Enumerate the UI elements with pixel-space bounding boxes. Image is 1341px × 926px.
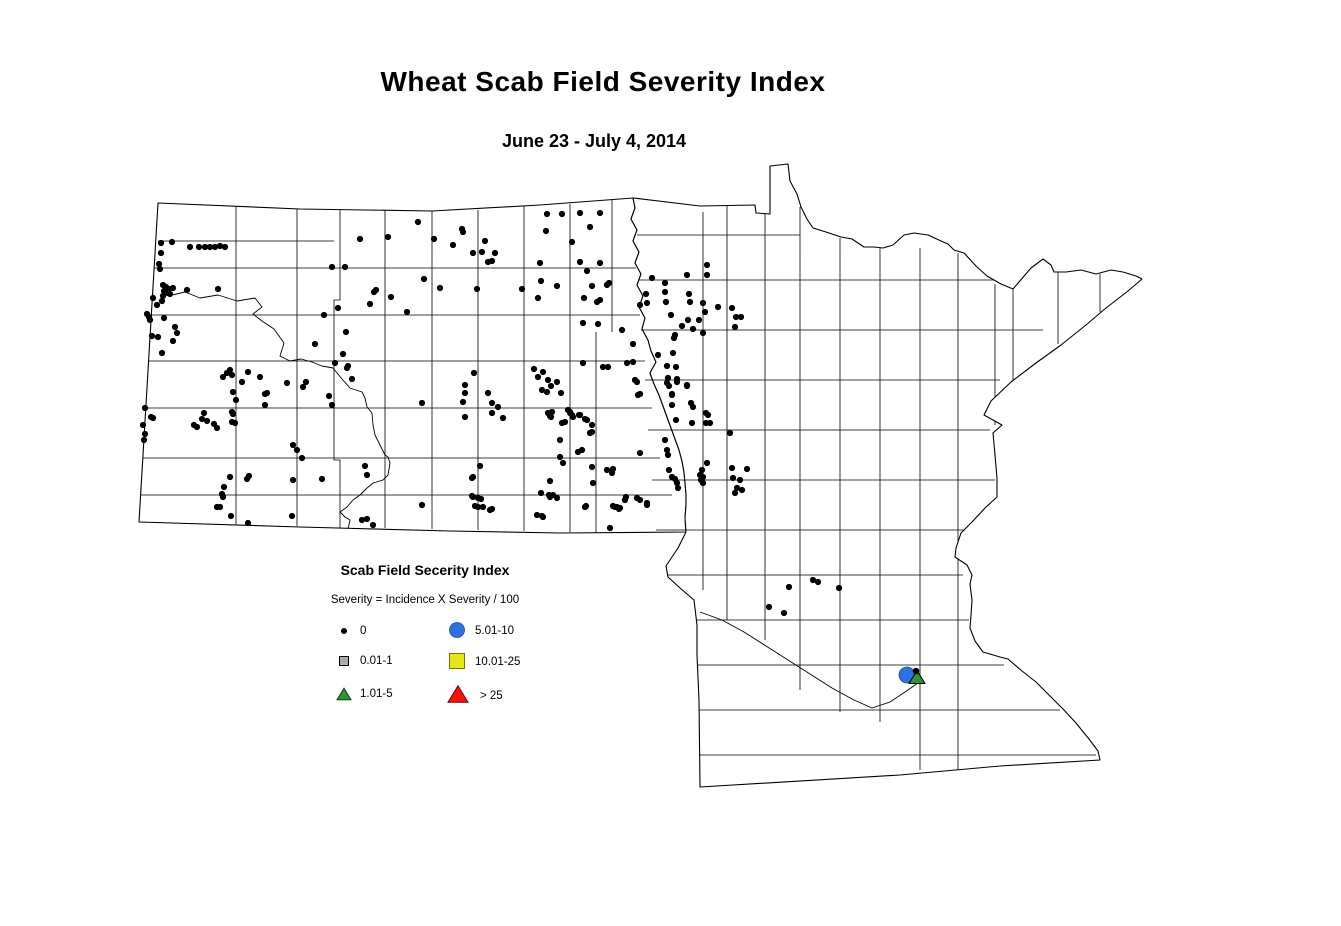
minnesota-river <box>699 611 919 709</box>
legend-formula: Severity = Incidence X Severity / 100 <box>330 594 520 606</box>
zero-dot-icon <box>341 628 347 634</box>
severity-markers <box>898 666 926 685</box>
legend-label: 0 <box>360 625 367 637</box>
blue-circle-icon <box>449 622 465 638</box>
legend-label: 10.01-25 <box>475 656 521 668</box>
county-boundaries <box>140 199 1101 775</box>
legend-label: 5.01-10 <box>475 625 515 637</box>
minnesota-outline <box>630 163 1143 788</box>
gray-square-icon <box>339 656 349 666</box>
legend-label: > 25 <box>480 690 503 702</box>
date-range-subtitle: June 23 - July 4, 2014 <box>501 131 687 151</box>
legend-title: Scab Field Secerity Index <box>340 562 510 578</box>
zero-severity-dots <box>139 209 843 617</box>
green-triangle-icon <box>336 687 352 701</box>
yellow-square-icon <box>449 653 465 669</box>
page-title: Wheat Scab Field Severity Index <box>380 66 826 97</box>
legend-label: 0.01-1 <box>360 655 393 667</box>
missouri-river <box>167 291 391 530</box>
red-triangle-icon <box>447 684 469 703</box>
legend-label: 1.01-5 <box>360 688 393 700</box>
